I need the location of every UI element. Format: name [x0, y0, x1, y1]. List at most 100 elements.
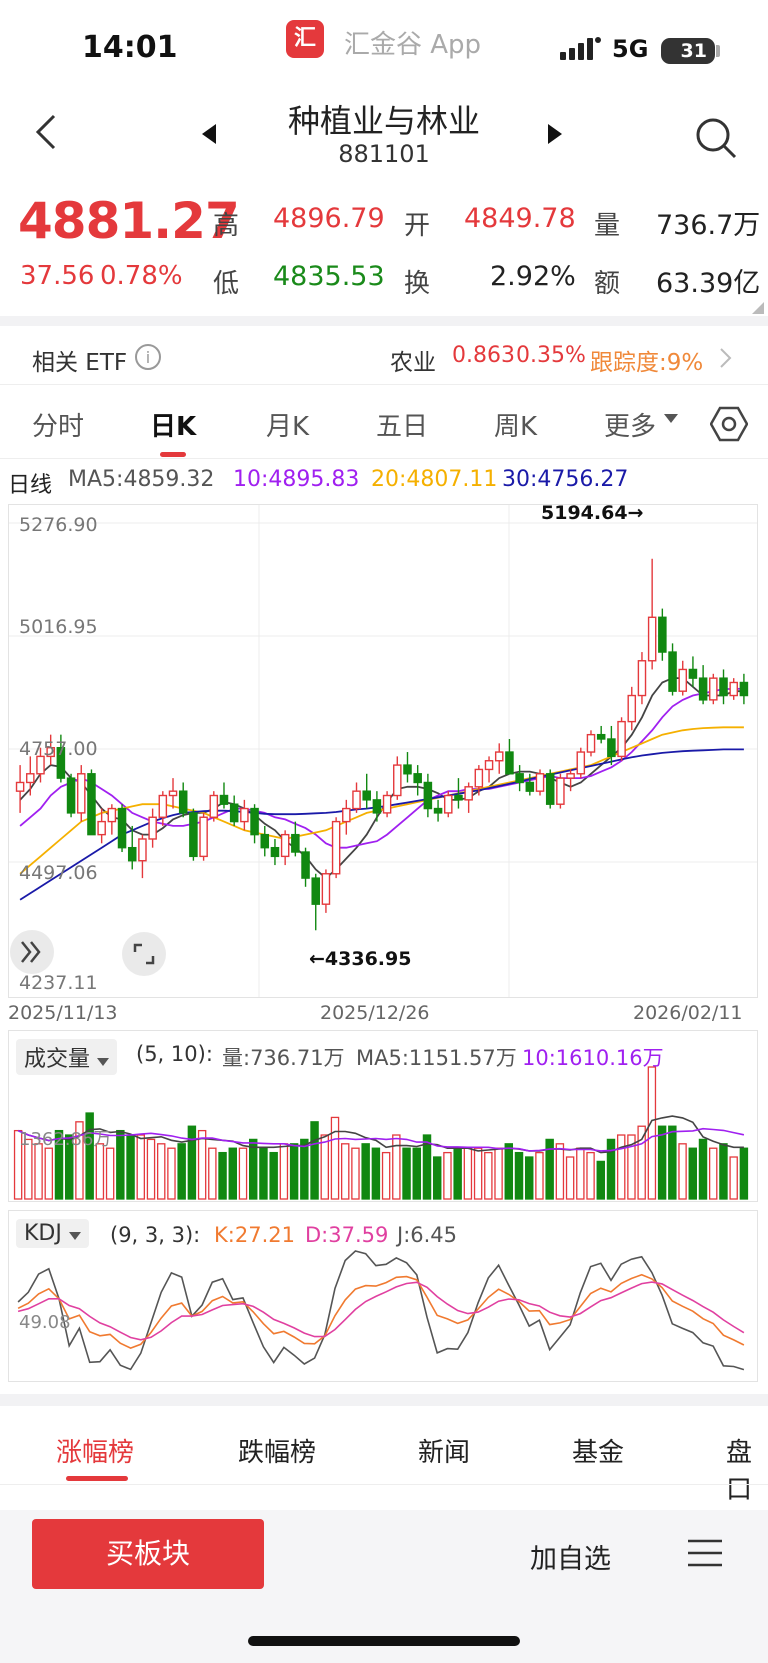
tab-funds[interactable]: 基金 — [572, 1438, 625, 1468]
volume-bar — [637, 1125, 646, 1200]
next-arrow-icon[interactable] — [546, 122, 564, 146]
volume-chart[interactable]: 1362.86万 — [8, 1030, 758, 1202]
ma5-value: MA5:4859.32 — [68, 467, 215, 492]
app-name[interactable]: 汇金谷 App — [344, 30, 482, 60]
candle — [107, 804, 117, 835]
candle-body — [403, 764, 412, 775]
candle-body — [454, 794, 463, 801]
kdj-chart[interactable]: 49.08 — [8, 1210, 758, 1382]
svg-text:i: i — [146, 348, 150, 367]
y-tick-2: 4757.00 — [19, 738, 98, 760]
double-chevron-icon — [21, 941, 41, 963]
chevron-right-icon[interactable] — [718, 346, 734, 370]
kline-chart[interactable]: 5276.90 5016.95 4757.00 4497.06 4237.11 … — [8, 504, 758, 998]
tab-news[interactable]: 新闻 — [418, 1438, 471, 1468]
candle — [607, 725, 616, 766]
candle — [698, 665, 708, 705]
tab-top-losers[interactable]: 跌幅榜 — [238, 1438, 317, 1468]
candle-body — [250, 807, 259, 836]
expand-left-button[interactable] — [10, 930, 54, 974]
candle — [127, 825, 137, 870]
candle-body — [627, 694, 637, 723]
volume-bar — [156, 1143, 166, 1200]
volume-bar — [300, 1138, 309, 1200]
candle-body — [280, 833, 290, 858]
tab-more[interactable]: 更多 — [604, 412, 657, 442]
volume-bar — [44, 1147, 54, 1200]
candle-body — [291, 833, 300, 853]
tab-five-day[interactable]: 五日 — [376, 412, 429, 442]
volume-bar — [668, 1125, 677, 1200]
sector-code: 881101 — [338, 140, 430, 168]
ma-line-30 — [19, 748, 744, 901]
candle-body — [596, 733, 606, 740]
candle-body — [535, 773, 545, 792]
volume-bar — [392, 1134, 401, 1200]
tab-weekly-k[interactable]: 周K — [494, 412, 538, 442]
candle — [76, 765, 86, 822]
candle — [280, 830, 290, 866]
candle-body — [719, 677, 728, 697]
fullscreen-button[interactable] — [122, 932, 166, 976]
volume-selector[interactable]: 成交量 — [16, 1039, 118, 1075]
volume-bar — [24, 1138, 33, 1200]
candle-body — [382, 794, 392, 814]
low-label: 低 — [213, 269, 240, 299]
add-watchlist-button[interactable]: 加自选 — [530, 1544, 611, 1575]
candle — [525, 773, 535, 796]
candle-body — [739, 681, 749, 697]
volume-bar — [524, 1156, 534, 1200]
tab-order-book[interactable]: 盘口 — [726, 1438, 753, 1505]
candle-body — [647, 616, 657, 662]
candle-body — [413, 773, 422, 784]
network-label: 5G — [612, 35, 649, 63]
candle-body — [127, 846, 137, 862]
prev-arrow-icon[interactable] — [200, 122, 218, 146]
search-icon[interactable] — [694, 116, 738, 160]
back-icon[interactable] — [32, 112, 60, 152]
current-price: 4881.27 — [18, 192, 240, 250]
candle-body — [260, 833, 270, 849]
buy-sector-button[interactable]: 买板块 — [32, 1519, 264, 1589]
candle — [229, 795, 239, 826]
candle — [97, 808, 106, 844]
volume-bar — [586, 1151, 595, 1200]
volume-bar — [310, 1121, 319, 1200]
ma10-value: 10:4895.83 — [233, 467, 360, 492]
candle-body — [586, 733, 596, 753]
etf-name[interactable]: 农业 — [390, 350, 436, 376]
candle-body — [26, 773, 35, 784]
bottom-tab-underline — [66, 1476, 128, 1481]
candle-body — [168, 790, 178, 797]
candle — [199, 812, 208, 861]
info-icon[interactable]: i — [134, 343, 162, 371]
section-divider — [0, 316, 768, 326]
y-tick-1: 5016.95 — [19, 616, 98, 638]
amount-label: 额 — [594, 269, 621, 299]
settings-hex-icon[interactable] — [710, 406, 748, 442]
tab-top-gainers[interactable]: 涨幅榜 — [56, 1438, 135, 1468]
kdj-j: J:6.45 — [397, 1223, 458, 1247]
candle — [393, 756, 402, 800]
tabs-divider — [0, 458, 768, 459]
candle-body — [301, 851, 310, 879]
expand-corner-icon[interactable] — [752, 302, 764, 314]
menu-icon[interactable] — [686, 1537, 724, 1569]
tab-monthly-k[interactable]: 月K — [266, 412, 310, 442]
app-logo-icon[interactable]: 汇 — [286, 20, 324, 58]
candle — [331, 817, 341, 879]
candle — [454, 778, 463, 809]
volume-bar — [269, 1151, 278, 1200]
candle-body — [342, 807, 351, 823]
kdj-line — [17, 1273, 745, 1349]
section-divider-2 — [0, 1394, 768, 1406]
candle-body — [433, 807, 443, 814]
candle — [15, 765, 25, 813]
tab-daily-k[interactable]: 日K — [150, 412, 197, 442]
kdj-selector[interactable]: KDJ — [16, 1219, 89, 1248]
candle — [545, 769, 555, 809]
candle — [168, 778, 178, 809]
candle-body — [321, 873, 331, 905]
kdj-k: K:27.21 — [214, 1223, 295, 1247]
tab-intraday[interactable]: 分时 — [32, 412, 85, 442]
